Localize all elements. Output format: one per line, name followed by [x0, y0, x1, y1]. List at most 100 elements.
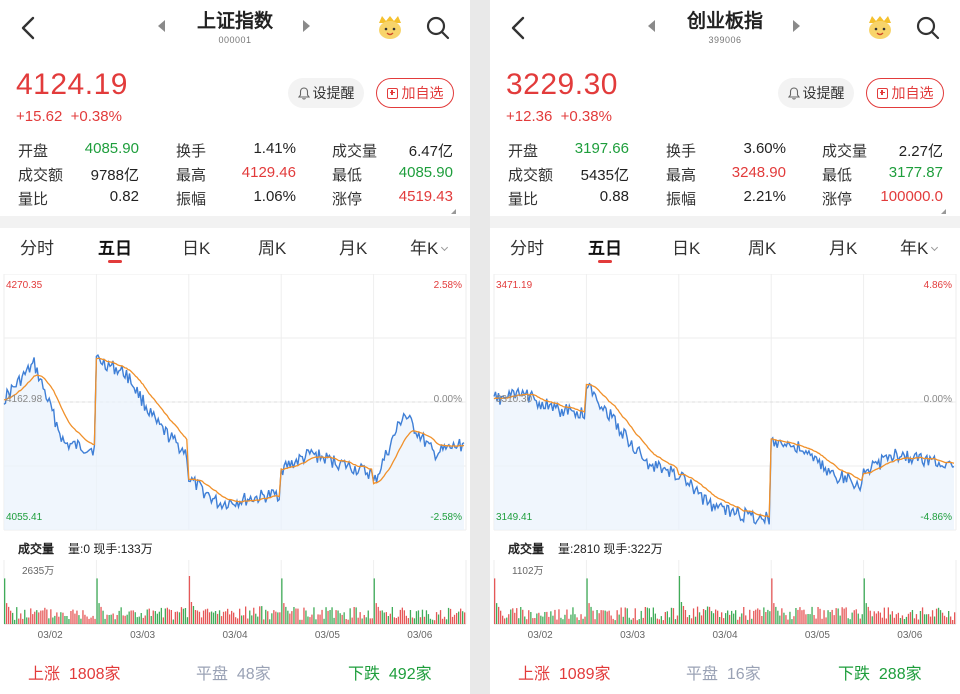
- chevron-down-icon[interactable]: [931, 243, 939, 252]
- back-icon[interactable]: [16, 14, 42, 42]
- volume-chart[interactable]: 1102万 03/02 03/03 03/04 03/05 03/06: [490, 560, 960, 644]
- set-alert-button[interactable]: 设提醒: [778, 78, 854, 108]
- volume-bar: [184, 608, 187, 624]
- volume-bar: [36, 610, 38, 624]
- volume-max-label: 2635万: [22, 566, 54, 577]
- search-icon[interactable]: [425, 15, 451, 41]
- volume-bar: [323, 618, 325, 624]
- advance-label: 上涨: [518, 666, 551, 683]
- tab-3[interactable]: 周K: [258, 234, 286, 259]
- volume-bar: [14, 619, 16, 624]
- volume-bar: [895, 614, 897, 624]
- volume-bar: [500, 610, 502, 624]
- tab-label: 五日: [98, 239, 132, 258]
- set-alert-button[interactable]: 设提醒: [288, 78, 364, 108]
- volume-bar: [598, 613, 600, 624]
- volume-bar: [62, 612, 64, 624]
- next-arrow-icon[interactable]: [793, 20, 800, 32]
- volume-bar: [247, 618, 249, 624]
- volume-bar: [427, 614, 430, 624]
- set-alert-label: 设提醒: [802, 85, 845, 101]
- volume-bar: [225, 611, 227, 624]
- volume-chart[interactable]: 2635万 03/02 03/03 03/04 03/05 03/06: [0, 560, 470, 644]
- tab-0[interactable]: 分时: [20, 234, 54, 259]
- index-code: 399006: [708, 35, 742, 45]
- tab-3[interactable]: 周K: [748, 234, 776, 259]
- volume-bar: [670, 607, 673, 624]
- volume-bar: [520, 607, 522, 624]
- top-bar: 上证指数 000001: [0, 0, 470, 58]
- next-arrow-icon[interactable]: [303, 20, 310, 32]
- volume-bar: [425, 610, 428, 624]
- volume-bar: [68, 619, 70, 624]
- tab-5[interactable]: 年K: [900, 234, 939, 259]
- volume-bar: [281, 578, 283, 624]
- add-watchlist-button[interactable]: 加自选: [866, 78, 944, 108]
- expand-corner-icon[interactable]: [941, 209, 946, 214]
- price-area: 4124.19 +15.62 +0.38% 设提醒 加自选: [0, 58, 470, 136]
- decline-count: 下跌 492家: [348, 660, 432, 684]
- price-chart[interactable]: 4270.35 4162.98 4055.41 2.58% 0.00% -2.58%: [0, 274, 470, 538]
- tab-4[interactable]: 月K: [339, 234, 367, 259]
- volume-bar: [174, 611, 176, 624]
- mascot-icon[interactable]: [866, 14, 894, 40]
- volume-bar: [558, 609, 560, 624]
- expand-corner-icon[interactable]: [451, 209, 456, 214]
- volume-bar: [642, 617, 644, 624]
- volume-bar: [546, 611, 548, 624]
- volume-bar: [827, 610, 829, 624]
- volume-bar: [104, 618, 106, 624]
- change-value: +12.36: [506, 108, 553, 125]
- add-watchlist-button[interactable]: 加自选: [376, 78, 454, 108]
- mascot-icon[interactable]: [376, 14, 404, 40]
- volume-bar: [291, 611, 293, 624]
- tab-0[interactable]: 分时: [510, 234, 544, 259]
- stat-value: 4085.90: [84, 140, 139, 157]
- price-change: +15.62 +0.38%: [16, 108, 122, 125]
- search-icon[interactable]: [915, 15, 941, 41]
- tab-5[interactable]: 年K: [410, 234, 449, 259]
- tab-1[interactable]: 五日: [588, 234, 622, 259]
- tab-1[interactable]: 五日: [98, 234, 132, 259]
- volume-bar: [524, 616, 526, 624]
- volume-bar: [22, 618, 24, 624]
- volume-bar: [574, 614, 576, 624]
- tab-label: 周K: [748, 239, 777, 258]
- back-icon[interactable]: [506, 14, 532, 42]
- tab-2[interactable]: 日K: [672, 234, 700, 259]
- index-title: 上证指数: [196, 11, 273, 32]
- volume-bar: [216, 613, 219, 624]
- top-bar: 创业板指 399006: [490, 0, 960, 58]
- prev-arrow-icon[interactable]: [158, 20, 165, 32]
- chevron-down-icon[interactable]: [441, 243, 449, 252]
- volume-bar: [779, 615, 781, 624]
- add-icon: [386, 87, 398, 99]
- volume-bar: [271, 613, 273, 624]
- price-chart[interactable]: 3471.19 3310.30 3149.41 4.86% 0.00% -4.86%: [490, 274, 960, 538]
- volume-bar: [562, 619, 564, 624]
- index-panel-chinext: 创业板指 399006 3229.30 +12.36 +0.38% 设提醒 加自…: [490, 0, 960, 694]
- tab-4[interactable]: 月K: [829, 234, 857, 259]
- volume-bar: [453, 614, 456, 624]
- volume-bar: [943, 615, 946, 624]
- volume-bar: [84, 614, 86, 624]
- volume-bar: [381, 610, 383, 624]
- volume-bar: [164, 608, 166, 624]
- tab-2[interactable]: 日K: [182, 234, 210, 259]
- date-label: 03/02: [528, 630, 553, 641]
- volume-bar: [628, 617, 630, 624]
- volume-bar: [570, 614, 572, 624]
- volume-bar: [198, 611, 201, 624]
- advance-count: 上涨 1089家: [518, 660, 611, 684]
- stat-value: 3197.66: [574, 140, 629, 157]
- tab-label: 日K: [672, 239, 701, 258]
- prev-arrow-icon[interactable]: [648, 20, 655, 32]
- stat-value: 6.47亿: [408, 143, 453, 160]
- volume-bar: [815, 618, 817, 624]
- divider: [490, 216, 960, 228]
- volume-bar: [935, 608, 938, 624]
- volume-bar: [741, 613, 743, 624]
- volume-bar: [202, 610, 205, 624]
- pct-label-mid: 0.00%: [434, 394, 462, 405]
- volume-bar: [572, 607, 574, 624]
